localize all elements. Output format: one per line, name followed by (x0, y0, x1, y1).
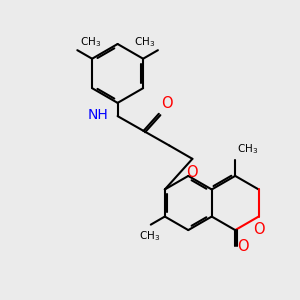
Text: CH$_3$: CH$_3$ (134, 35, 155, 49)
Text: O: O (161, 96, 173, 111)
Text: O: O (238, 239, 249, 254)
Text: NH: NH (88, 108, 109, 122)
Text: CH$_3$: CH$_3$ (80, 35, 101, 49)
Text: O: O (253, 222, 265, 237)
Text: CH$_3$: CH$_3$ (237, 142, 258, 156)
Text: CH$_3$: CH$_3$ (139, 229, 160, 243)
Text: O: O (187, 165, 198, 180)
